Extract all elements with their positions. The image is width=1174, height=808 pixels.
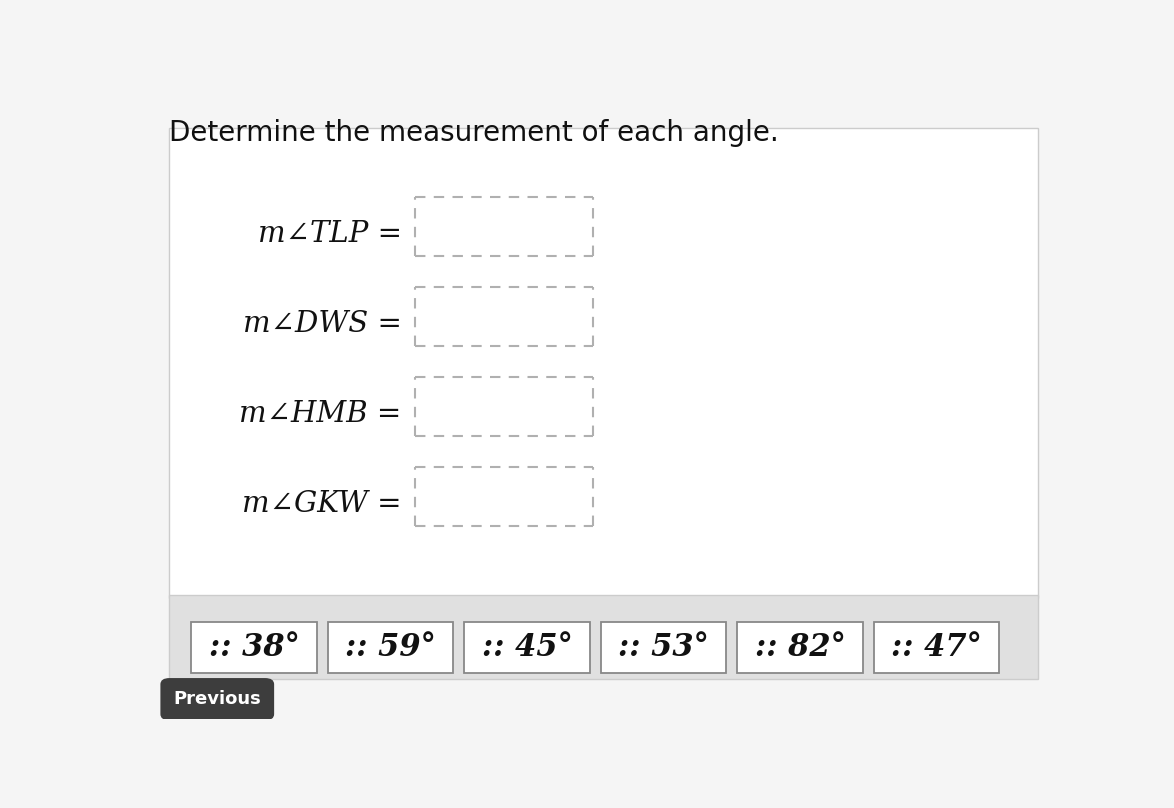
FancyBboxPatch shape: [161, 678, 275, 721]
Text: :: 53°: :: 53°: [618, 632, 709, 663]
FancyBboxPatch shape: [737, 622, 863, 673]
Text: m∠GKW =: m∠GKW =: [242, 490, 402, 519]
Text: :: 47°: :: 47°: [891, 632, 981, 663]
Text: Previous: Previous: [174, 690, 261, 708]
Text: m∠DWS =: m∠DWS =: [243, 310, 402, 338]
FancyBboxPatch shape: [169, 595, 1039, 679]
FancyBboxPatch shape: [873, 622, 999, 673]
Text: :: 38°: :: 38°: [209, 632, 299, 663]
FancyBboxPatch shape: [464, 622, 589, 673]
Text: :: 59°: :: 59°: [345, 632, 436, 663]
FancyBboxPatch shape: [191, 622, 317, 673]
Text: :: 45°: :: 45°: [481, 632, 573, 663]
Text: m∠TLP =: m∠TLP =: [257, 220, 402, 248]
FancyBboxPatch shape: [601, 622, 727, 673]
FancyBboxPatch shape: [169, 128, 1039, 598]
Text: m∠HMB =: m∠HMB =: [239, 400, 402, 428]
Text: :: 82°: :: 82°: [755, 632, 845, 663]
Text: Determine the measurement of each angle.: Determine the measurement of each angle.: [169, 119, 780, 147]
FancyBboxPatch shape: [328, 622, 453, 673]
